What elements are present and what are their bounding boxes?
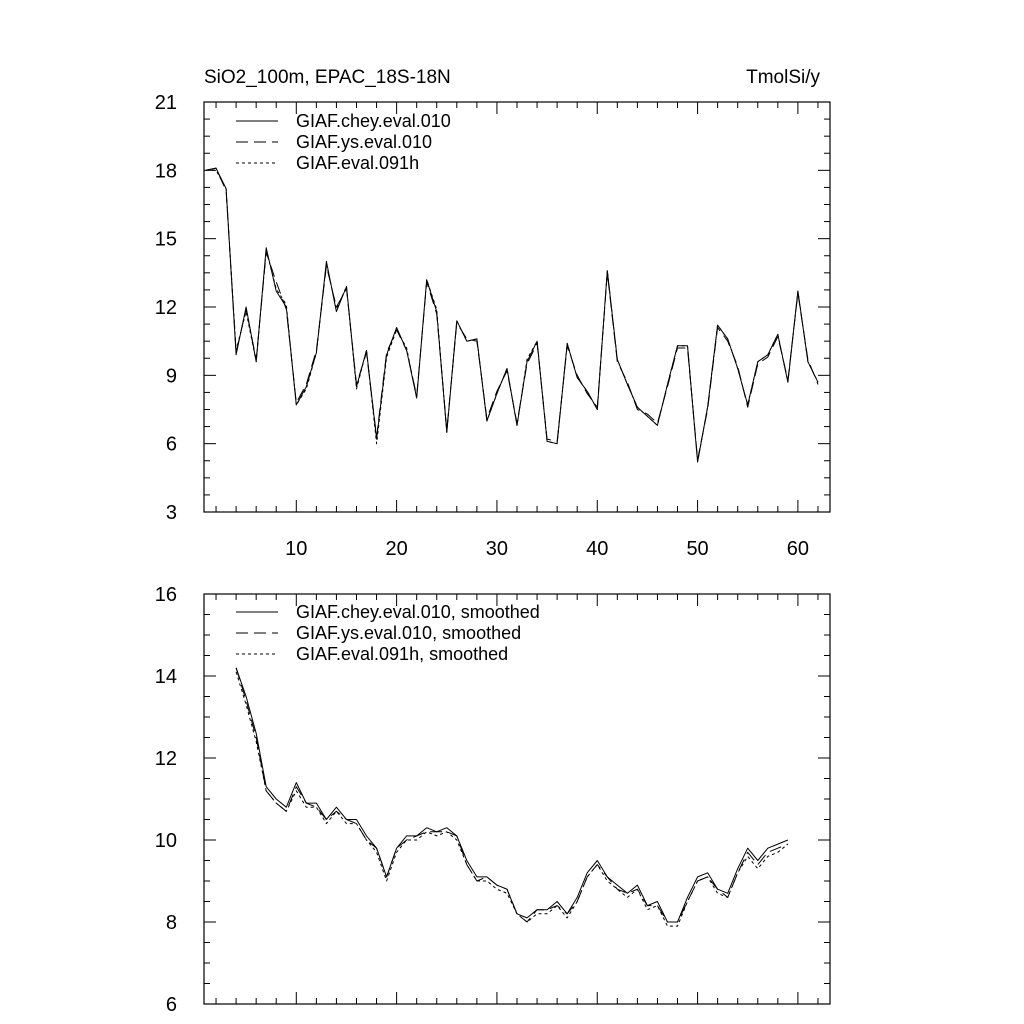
legend-label: GIAF.ys.eval.010 (296, 132, 432, 152)
y-tick-label: 16 (155, 584, 177, 606)
x-tick-label: 40 (586, 538, 608, 560)
x-tick-label: 30 (486, 538, 508, 560)
y-tick-label: 9 (166, 365, 177, 387)
y-tick-label: 3 (166, 502, 177, 524)
series-line-1 (205, 167, 819, 463)
legend-label: GIAF.ys.eval.010, smoothed (296, 623, 521, 643)
legend-label: GIAF.chey.eval.010 (296, 111, 451, 131)
x-tick-label: 60 (787, 538, 809, 560)
y-tick-label: 8 (166, 912, 177, 934)
legend-label: GIAF.chey.eval.010, smoothed (296, 602, 540, 622)
series-line-2 (235, 667, 789, 923)
y-tick-label: 12 (155, 297, 177, 319)
y-tick-label: 12 (155, 748, 177, 770)
x-tick-label: 10 (285, 538, 307, 560)
y-tick-label: 6 (166, 434, 177, 456)
y-tick-label: 18 (155, 160, 177, 182)
legend-label: GIAF.eval.091h, smoothed (296, 644, 508, 664)
x-tick-label: 20 (385, 538, 407, 560)
series-line-2 (205, 167, 819, 461)
y-tick-label: 6 (166, 994, 177, 1016)
series-line-3 (206, 169, 819, 463)
series-line-1 (235, 667, 789, 923)
y-tick-label: 21 (155, 92, 177, 114)
series-line-3 (235, 671, 789, 927)
legend-label: GIAF.eval.091h (296, 153, 419, 173)
y-tick-label: 10 (155, 830, 177, 852)
chart-title-right: TmolSi/y (746, 67, 820, 88)
y-tick-label: 14 (155, 666, 177, 688)
y-tick-label: 15 (155, 229, 177, 251)
chart-title-left: SiO2_100m, EPAC_18S-18N (204, 67, 451, 88)
top-panel: 10 20 30 40 50 60 3 6 9 12 15 18 21 GIAF.chey.eval.01… (155, 92, 831, 560)
x-tick-label: 50 (686, 538, 708, 560)
